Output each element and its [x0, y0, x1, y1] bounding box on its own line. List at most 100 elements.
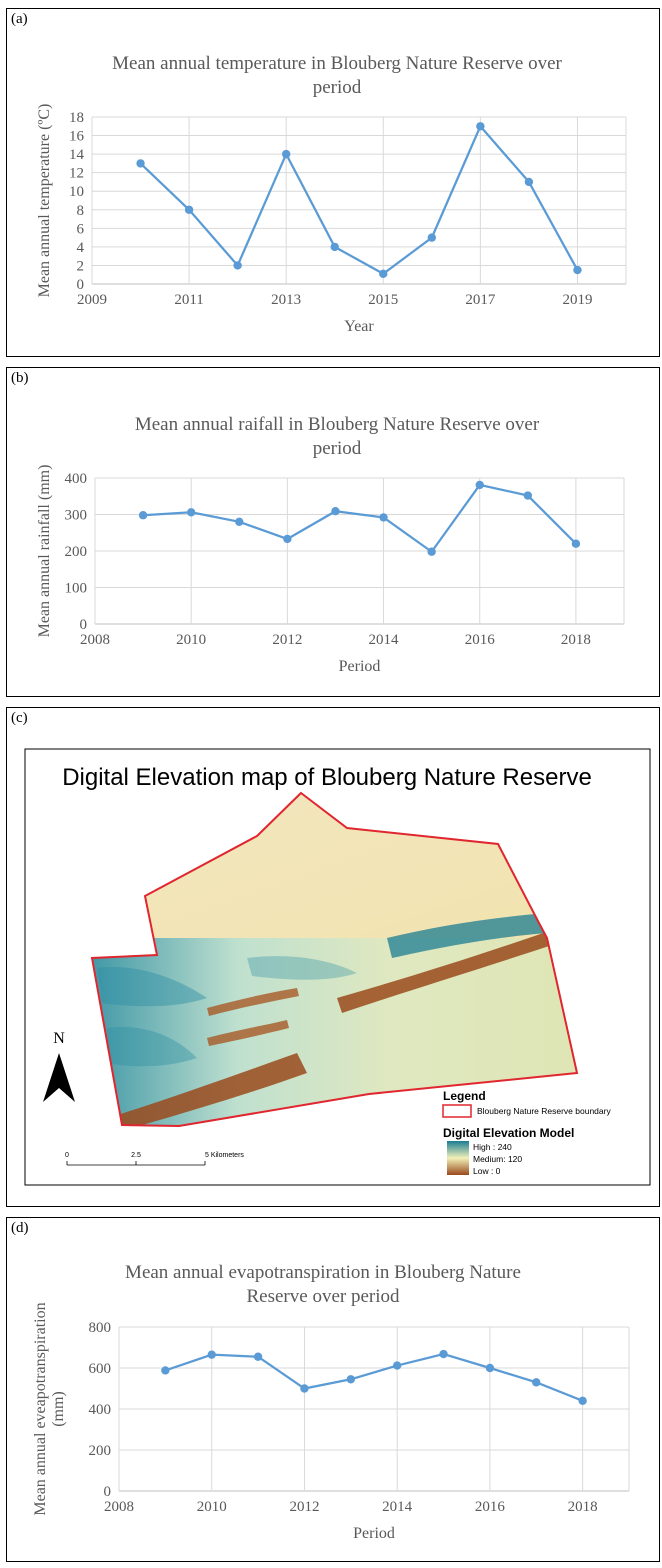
x-tick-label: 2014: [382, 1499, 413, 1515]
y-tick-label: 18: [69, 110, 84, 126]
x-axis-label: Period: [353, 1525, 395, 1542]
data-point: [392, 1361, 402, 1370]
data-point: [524, 177, 534, 187]
chart-title-line: period: [313, 77, 362, 98]
data-point: [283, 534, 292, 544]
series-line: [143, 483, 577, 554]
y-tick-label: 14: [69, 147, 85, 163]
y-tick-label: 100: [65, 581, 88, 597]
north-arrow: N: [43, 1030, 75, 1102]
panel-d: (d) Mean annual evapotranspiration in Bl…: [6, 1217, 660, 1562]
data-point: [379, 513, 388, 522]
data-point: [281, 149, 291, 159]
data-point: [136, 159, 145, 168]
chart-title-line: Mean annual evapotranspiration in Bloube…: [125, 1262, 521, 1283]
y-tick-label: 12: [69, 166, 84, 182]
data-point: [485, 1363, 495, 1373]
panel-c: (c) Digital Elevation map of Blo: [6, 707, 660, 1207]
data-point: [523, 491, 533, 500]
x-tick-label: 2016: [475, 1499, 506, 1515]
y-tick-label: 16: [69, 129, 85, 145]
chart-title-line: period: [313, 438, 362, 459]
chart-title-line: Mean annual raifall in Blouberg Nature R…: [135, 414, 540, 435]
x-tick-label: 2010: [176, 632, 206, 648]
data-point: [184, 205, 194, 214]
y-tick-label: 10: [69, 184, 84, 200]
y-tick-label: 0: [77, 277, 85, 293]
data-point: [161, 1366, 170, 1375]
x-tick-label: 2017: [465, 292, 496, 308]
legend-title: Legend: [443, 1089, 486, 1103]
y-tick-label: 0: [80, 617, 88, 633]
panel-label-a: (a): [11, 11, 28, 27]
data-point: [331, 507, 340, 516]
y-tick-label: 6: [77, 221, 85, 237]
reserve-boundary: [90, 791, 579, 1128]
dem-legend-high: High : 240: [473, 1142, 512, 1152]
x-tick-label: 2018: [568, 1499, 598, 1515]
dem-legend-medium: Medium: 120: [473, 1154, 522, 1164]
series-line: [139, 124, 579, 276]
data-point: [253, 1352, 263, 1361]
map-title: Digital Elevation map of Blouberg Nature…: [62, 764, 592, 791]
y-axis-label-line: (mm): [50, 1391, 67, 1427]
x-tick-label: 2014: [369, 632, 400, 648]
panel-b: (b) Mean annual raifall in Blouberg Natu…: [6, 367, 660, 697]
x-tick-label: 2013: [271, 292, 301, 308]
x-tick-label: 2016: [465, 632, 496, 648]
y-tick-label: 400: [89, 1402, 112, 1418]
y-axis-label: Mean annual rainfall (mm): [36, 465, 53, 638]
data-point: [573, 265, 582, 275]
data-point: [300, 1384, 309, 1393]
data-point: [379, 269, 388, 278]
data-point: [427, 233, 437, 242]
scale-label-0: 0: [65, 1152, 69, 1159]
y-tick-label: 600: [89, 1361, 112, 1377]
data-point: [235, 517, 244, 526]
dem-legend-low: Low : 0: [473, 1166, 501, 1176]
y-tick-label: 8: [77, 203, 85, 219]
x-tick-label: 2019: [562, 292, 592, 308]
dem-legend-title: Digital Elevation Model: [443, 1126, 574, 1140]
data-point: [578, 1396, 587, 1405]
panel-label-d: (d): [11, 1220, 29, 1236]
data-point: [233, 261, 242, 270]
data-point: [439, 1349, 448, 1359]
data-point: [138, 511, 148, 520]
x-tick-label: 2008: [80, 632, 110, 648]
map-legend: Legend Blouberg Nature Reserve boundary …: [442, 1089, 611, 1176]
panel-a: (a) Mean annual temperature in Blouberg …: [6, 8, 660, 357]
y-tick-label: 400: [65, 471, 88, 487]
boundary-legend-label: Blouberg Nature Reserve boundary: [477, 1106, 611, 1116]
dem-legend-ramp: [447, 1141, 469, 1175]
rainfall-chart: Mean annual raifall in Blouberg Nature R…: [36, 414, 625, 675]
data-point: [427, 547, 436, 556]
data-point: [186, 508, 196, 517]
y-tick-label: 300: [65, 508, 88, 524]
dem-map: Digital Elevation map of Blouberg Nature…: [24, 748, 651, 1186]
data-point: [571, 539, 581, 548]
x-tick-label: 2018: [561, 632, 591, 648]
data-point: [330, 242, 339, 252]
north-arrow-icon: [43, 1053, 75, 1102]
data-point: [207, 1350, 216, 1359]
data-point: [346, 1375, 356, 1384]
panel-label-c: (c): [11, 710, 28, 726]
chart-title-line: Reserve over period: [247, 1286, 400, 1307]
x-axis-label: Period: [339, 658, 381, 675]
series-line: [165, 1352, 584, 1402]
y-tick-label: 0: [104, 1484, 112, 1500]
x-tick-label: 2009: [77, 292, 107, 308]
x-tick-label: 2011: [174, 292, 203, 308]
data-point: [532, 1378, 541, 1387]
y-tick-label: 2: [77, 258, 85, 274]
x-axis-label: Year: [344, 318, 374, 335]
y-axis-label: Mean annual temperature (ºC): [36, 104, 53, 298]
y-tick-label: 200: [65, 544, 88, 560]
y-axis-label-line: Mean annual eveapotranspiration: [32, 1302, 49, 1515]
x-tick-label: 2012: [272, 632, 302, 648]
y-tick-label: 4: [77, 240, 85, 256]
scale-label-5km: 5 Kilometers: [205, 1152, 244, 1159]
boundary-legend-swatch: [442, 1104, 472, 1118]
data-point: [475, 480, 484, 490]
